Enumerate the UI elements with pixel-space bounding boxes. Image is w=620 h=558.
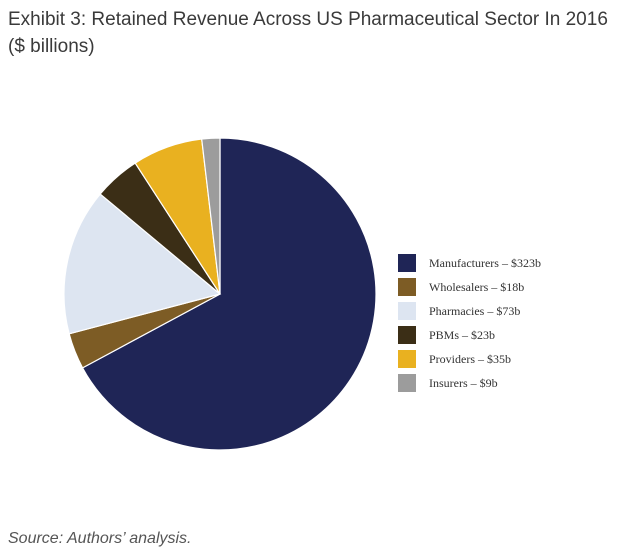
legend-label-1: Manufacturers – $323b — [429, 256, 541, 270]
legend-swatch-1 — [398, 254, 416, 272]
chart-title-line-2: ($ billions) — [8, 36, 95, 57]
source-note: Source: Authors’ analysis. — [8, 530, 192, 547]
pie-slice-6 — [201, 137, 221, 295]
legend-swatch-3 — [398, 302, 416, 320]
legend-swatch-4 — [398, 326, 416, 344]
legend-swatch-5 — [398, 350, 416, 368]
chart-title-line-1: Exhibit 3: Retained Revenue Across US Ph… — [8, 9, 608, 30]
legend-swatch-6 — [398, 374, 416, 392]
chart-title: Exhibit 3: Retained Revenue Across US Ph… — [8, 6, 612, 60]
legend-label-3: Pharmacies – $73b — [429, 304, 520, 318]
legend-label-4: PBMs – $23b — [429, 328, 495, 342]
legend: Manufacturers – $323b Wholesalers – $18b P… — [398, 254, 541, 392]
legend-label-5: Providers – $35b — [429, 352, 511, 366]
pie-slice-3 — [63, 193, 222, 335]
legend-label-2: Wholesalers – $18b — [429, 280, 524, 294]
pie-slice-1 — [81, 137, 377, 451]
legend-swatch-2 — [398, 278, 416, 296]
legend-label-6: Insurers – $9b — [429, 376, 498, 390]
pie-slices — [63, 137, 377, 451]
